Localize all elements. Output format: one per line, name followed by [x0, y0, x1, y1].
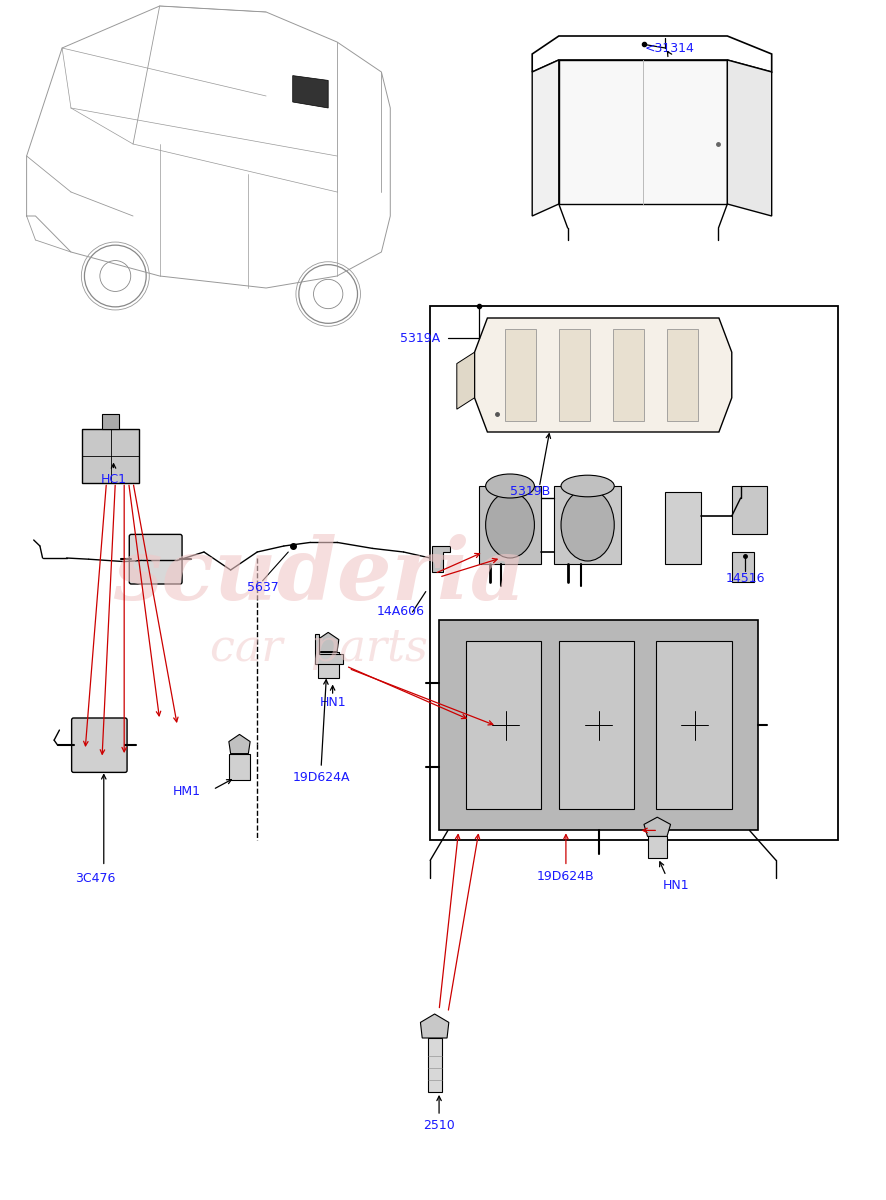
Polygon shape: [731, 486, 766, 534]
Ellipse shape: [560, 488, 613, 560]
Polygon shape: [558, 60, 727, 204]
Text: 5319A: 5319A: [400, 332, 440, 344]
FancyBboxPatch shape: [72, 718, 127, 773]
Polygon shape: [656, 641, 731, 809]
Polygon shape: [82, 430, 139, 482]
Polygon shape: [727, 60, 771, 216]
Polygon shape: [315, 634, 343, 664]
Text: car  parts: car parts: [210, 626, 428, 670]
Polygon shape: [558, 641, 633, 809]
Polygon shape: [420, 1014, 448, 1038]
FancyBboxPatch shape: [129, 534, 182, 584]
Polygon shape: [647, 836, 666, 858]
Polygon shape: [229, 754, 250, 780]
Ellipse shape: [486, 492, 534, 558]
Polygon shape: [431, 546, 449, 572]
Polygon shape: [317, 652, 338, 678]
Text: 3C476: 3C476: [74, 872, 115, 884]
Polygon shape: [505, 329, 536, 420]
Ellipse shape: [486, 474, 534, 498]
Polygon shape: [532, 60, 558, 216]
Polygon shape: [559, 329, 590, 420]
Polygon shape: [731, 552, 753, 582]
Text: 19D624B: 19D624B: [537, 870, 594, 882]
Text: 2510: 2510: [423, 1120, 455, 1132]
Polygon shape: [465, 641, 540, 809]
Polygon shape: [643, 817, 670, 836]
Polygon shape: [317, 632, 338, 652]
Text: <31314: <31314: [644, 42, 694, 54]
Polygon shape: [532, 36, 771, 72]
Text: 14A606: 14A606: [377, 606, 424, 618]
Polygon shape: [439, 620, 758, 830]
Ellipse shape: [560, 475, 613, 497]
Polygon shape: [667, 329, 697, 420]
Text: 19D624A: 19D624A: [292, 772, 349, 784]
Polygon shape: [456, 352, 474, 409]
Text: 14516: 14516: [725, 572, 764, 584]
Bar: [430, 306, 837, 840]
Text: scuderia: scuderia: [113, 534, 525, 618]
Text: HN1: HN1: [319, 696, 346, 708]
Polygon shape: [474, 318, 731, 432]
Polygon shape: [427, 1038, 441, 1092]
Text: HN1: HN1: [662, 880, 688, 892]
Polygon shape: [292, 76, 328, 108]
Text: HC1: HC1: [100, 474, 127, 486]
Polygon shape: [102, 414, 120, 430]
Polygon shape: [554, 486, 620, 564]
Text: HM1: HM1: [172, 786, 200, 798]
Polygon shape: [478, 486, 540, 564]
Polygon shape: [664, 492, 700, 564]
Text: 5637: 5637: [246, 582, 278, 594]
Polygon shape: [613, 329, 643, 420]
Text: 5319B: 5319B: [509, 486, 550, 498]
Polygon shape: [229, 734, 250, 754]
